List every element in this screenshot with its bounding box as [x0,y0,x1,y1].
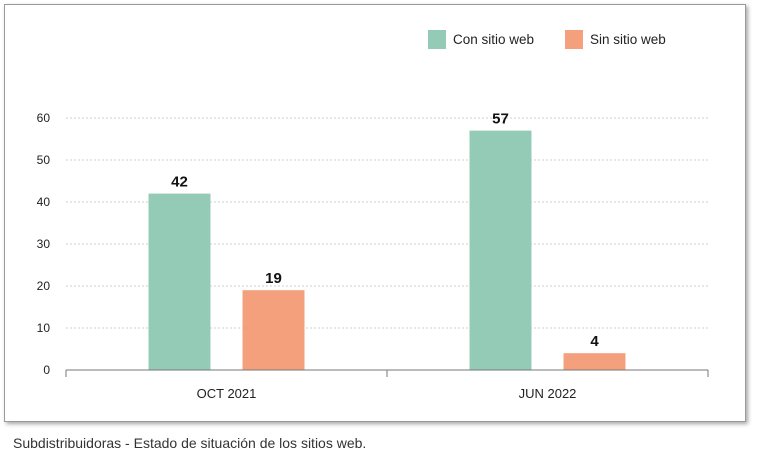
figure-caption: Subdistribuidoras - Estado de situación … [13,435,367,451]
gridlines [66,117,708,329]
y-tick-label: 60 [37,111,51,125]
bar [242,290,305,370]
y-tick-label: 40 [37,195,51,209]
bars: 42 19 57 4 [148,111,626,370]
bar-value-label: 4 [590,333,599,350]
bar [563,353,626,370]
legend-label: Con sitio web [453,32,534,47]
bar-value-label: 57 [492,111,509,128]
legend: Con sitio web Sin sitio web [428,30,666,49]
bar [148,193,211,370]
bar [469,130,532,370]
y-tick-label: 50 [37,153,51,167]
bar-value-label: 19 [265,270,282,287]
y-tick-label: 0 [43,363,50,377]
y-tick-label: 10 [37,321,51,335]
x-category-label: OCT 2021 [197,386,257,401]
x-axis: OCT 2021 JUN 2022 [65,369,709,401]
chart-frame [4,4,746,422]
x-category-label: JUN 2022 [519,386,577,401]
bar-chart: 0 10 20 30 40 50 60 42 19 57 4 OCT 2021 JUN 2022 C… [37,30,709,401]
bar-value-label: 42 [171,174,188,191]
y-tick-label: 20 [37,279,51,293]
legend-label: Sin sitio web [590,32,666,47]
y-axis-ticks: 0 10 20 30 40 50 60 [37,111,51,377]
legend-swatch [565,30,583,49]
y-tick-label: 30 [37,237,51,251]
legend-swatch [428,30,446,49]
